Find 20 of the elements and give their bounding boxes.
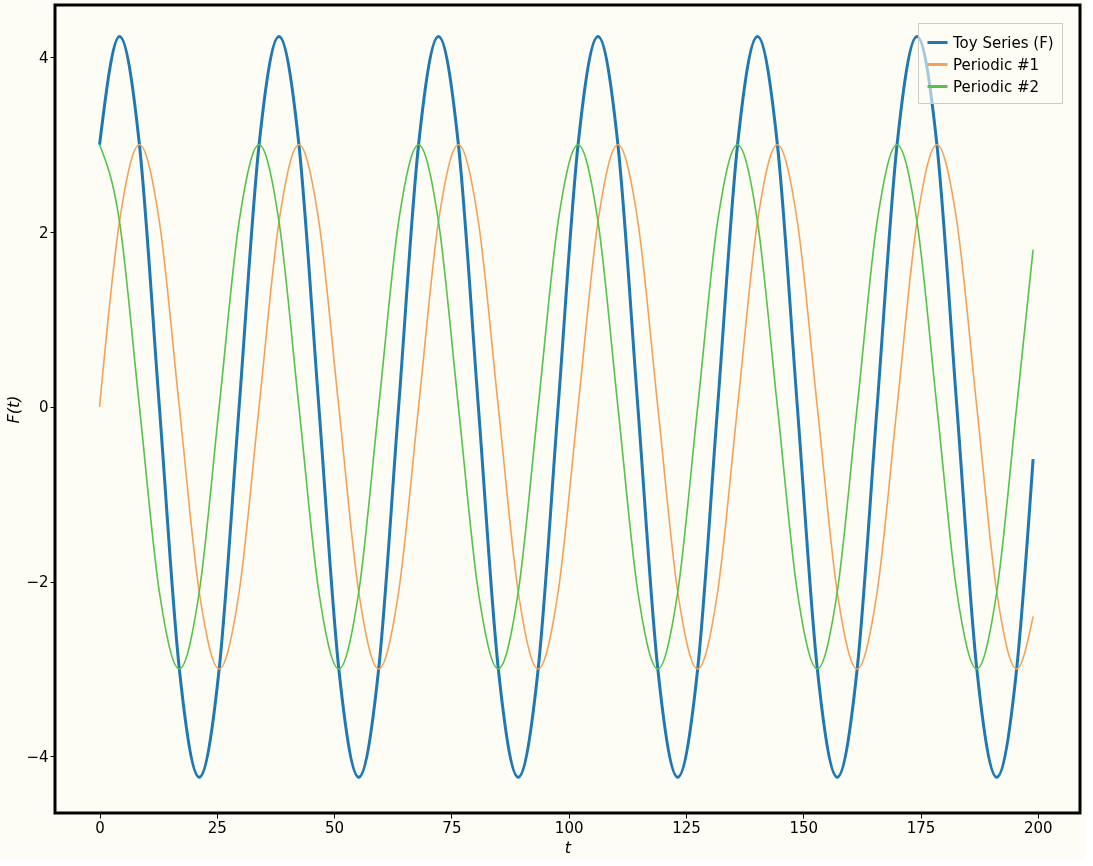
y-tick-label: 0 xyxy=(38,398,49,417)
legend-label: Toy Series (F) xyxy=(952,33,1054,52)
legend-label: Periodic #2 xyxy=(953,77,1040,96)
x-tick-label: 25 xyxy=(207,818,227,837)
legend-label: Periodic #1 xyxy=(953,55,1040,74)
x-tick-label: 150 xyxy=(789,818,819,837)
x-tick-label: 100 xyxy=(554,818,584,837)
x-tick-label: 125 xyxy=(672,818,701,837)
x-tick-label: 200 xyxy=(1023,818,1053,837)
x-axis-title: t xyxy=(564,837,572,857)
y-tick-label: −2 xyxy=(26,573,49,592)
x-tick-label: 75 xyxy=(442,818,462,837)
x-tick-label: 0 xyxy=(95,818,105,837)
line-series xyxy=(98,143,1034,670)
x-tick-label: 175 xyxy=(906,818,936,837)
y-axis-title: F(t) xyxy=(4,395,24,424)
y-tick-label: 4 xyxy=(38,48,49,67)
y-tick-label: 2 xyxy=(38,223,49,242)
x-tick-label: 50 xyxy=(325,818,345,837)
y-tick-label: −4 xyxy=(26,747,49,766)
